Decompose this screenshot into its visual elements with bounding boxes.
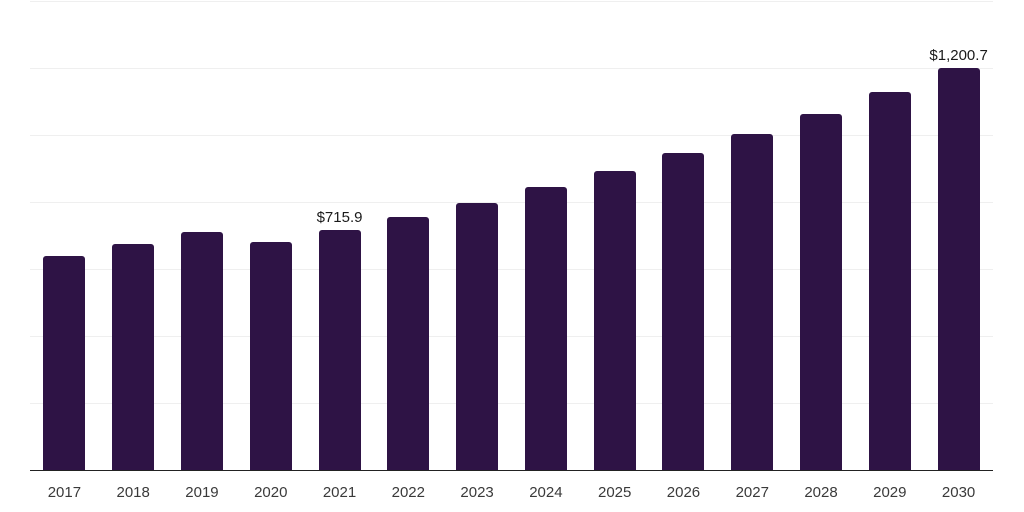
bar-2023 <box>456 203 499 470</box>
bar-value-label-2021: $715.9 <box>316 209 363 227</box>
bar-2025 <box>593 171 636 470</box>
x-tick-label-2024: 2024 <box>529 484 563 501</box>
bar-2020 <box>249 242 292 470</box>
bar-2021 <box>318 230 361 470</box>
gridline <box>30 68 993 69</box>
bar-2029 <box>868 91 911 470</box>
x-tick-label-2021: 2021 <box>322 484 357 501</box>
x-tick-label-2027: 2027 <box>735 484 769 501</box>
bar-2022 <box>387 217 430 470</box>
gridline <box>30 269 993 270</box>
bar-2024 <box>524 187 567 470</box>
gridline <box>30 202 993 203</box>
bar-2030 <box>937 67 980 470</box>
x-tick-label-2020: 2020 <box>254 484 288 501</box>
x-tick-label-2030: 2030 <box>941 484 976 501</box>
gridline <box>30 336 993 337</box>
bar-2017 <box>43 256 86 470</box>
x-tick-label-2017: 2017 <box>47 484 82 501</box>
x-tick-label-2022: 2022 <box>391 484 425 501</box>
x-tick-label-2029: 2029 <box>873 484 907 501</box>
x-tick-label-2018: 2018 <box>116 484 150 501</box>
x-tick-label-2025: 2025 <box>597 484 632 501</box>
x-tick-label-2026: 2026 <box>666 484 701 501</box>
bar-2019 <box>180 232 223 470</box>
x-tick-label-2019: 2019 <box>185 484 219 501</box>
bar-2026 <box>662 153 705 470</box>
gridline <box>30 1 993 2</box>
plot-area: 2017 2018 2019 2020 2021 2022 2023 2024 2025 2026… <box>30 0 993 512</box>
x-tick-label-2023: 2023 <box>460 484 494 501</box>
x-tick-label-2028: 2028 <box>804 484 838 501</box>
x-axis-line <box>30 470 993 471</box>
bar-value-label-2030: $1,200.7 <box>929 46 988 64</box>
bar-2028 <box>800 113 843 470</box>
gridline <box>30 403 993 404</box>
bar-2018 <box>112 243 155 470</box>
gridline <box>30 135 993 136</box>
bar-2027 <box>731 133 774 470</box>
